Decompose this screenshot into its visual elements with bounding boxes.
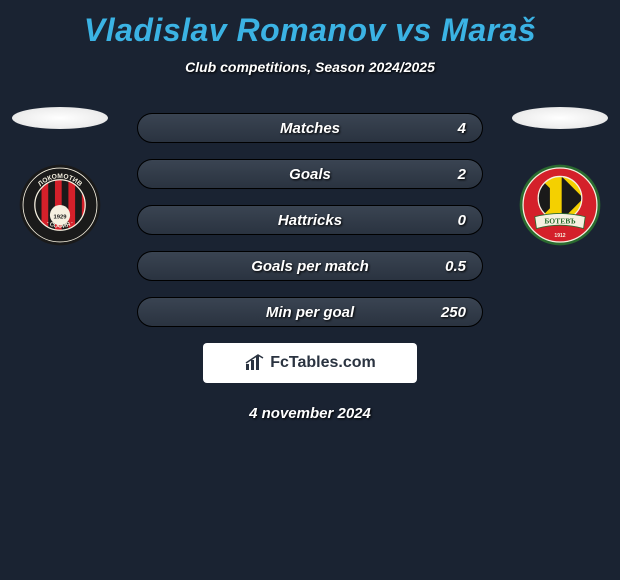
bar-chart-icon bbox=[244, 354, 266, 372]
bar-label: Matches bbox=[138, 120, 482, 137]
bar-label: Min per goal bbox=[138, 304, 482, 321]
svg-text:1912: 1912 bbox=[554, 233, 565, 239]
club-crest-left: 1929 ЛОКОМОТИВ · СОФИЯ · bbox=[18, 163, 102, 247]
bar-value: 4 bbox=[458, 120, 466, 137]
stat-bar-matches: Matches 4 bbox=[137, 113, 483, 143]
stat-bar-hattricks: Hattricks 0 bbox=[137, 205, 483, 235]
date-text: 4 november 2024 bbox=[0, 405, 620, 422]
fctables-logo[interactable]: FcTables.com bbox=[203, 343, 417, 383]
stat-bar-min-per-goal: Min per goal 250 bbox=[137, 297, 483, 327]
bar-value: 250 bbox=[441, 304, 466, 321]
comparison-panel: 1929 ЛОКОМОТИВ · СОФИЯ · БОТЕВЪ 1912 Mat… bbox=[0, 113, 620, 422]
page-title: Vladislav Romanov vs Maraš bbox=[0, 0, 620, 49]
bar-value: 2 bbox=[458, 166, 466, 183]
bar-value: 0 bbox=[458, 212, 466, 229]
subtitle: Club competitions, Season 2024/2025 bbox=[0, 59, 620, 75]
stat-bar-goals: Goals 2 bbox=[137, 159, 483, 189]
shadow-ellipse-right bbox=[512, 107, 608, 129]
svg-text:1929: 1929 bbox=[53, 214, 67, 220]
bar-label: Goals per match bbox=[138, 258, 482, 275]
stat-bar-goals-per-match: Goals per match 0.5 bbox=[137, 251, 483, 281]
bar-label: Goals bbox=[138, 166, 482, 183]
logo-text: FcTables.com bbox=[270, 354, 376, 372]
club-crest-right: БОТЕВЪ 1912 bbox=[518, 163, 602, 247]
bar-value: 0.5 bbox=[445, 258, 466, 275]
shadow-ellipse-left bbox=[12, 107, 108, 129]
svg-text:БОТЕВЪ: БОТЕВЪ bbox=[544, 216, 576, 225]
bar-label: Hattricks bbox=[138, 212, 482, 229]
stat-bars: Matches 4 Goals 2 Hattricks 0 Goals per … bbox=[137, 113, 483, 327]
